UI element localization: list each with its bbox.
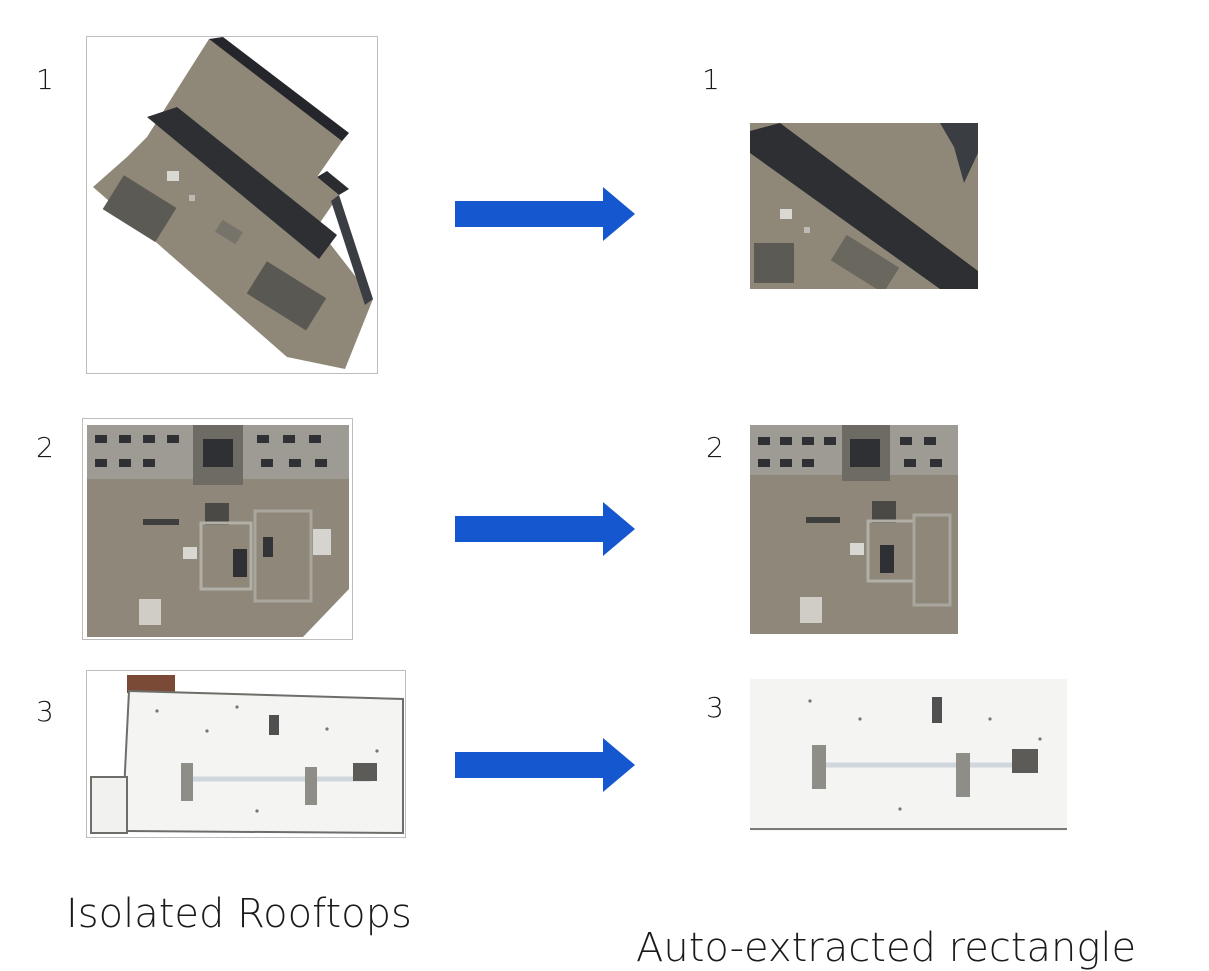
row-number-3: 3 [36,695,54,728]
isolated-rooftop-1-frame [86,36,378,374]
rooftop-1-dark-band [147,107,337,259]
isolated-rooftop-3-frame [86,670,406,838]
result-number-3: 3 [706,691,724,724]
extracted-1-dark-band [750,123,978,289]
row-number-1: 1 [36,63,54,96]
caption-isolated-rooftops: Isolated Rooftops [66,891,412,937]
rooftop-3-surface [121,689,404,835]
result-number-2: 2 [706,431,724,464]
arrow-icon-1 [455,187,635,241]
arrow-icon-2 [455,502,635,556]
isolated-rooftop-2-frame [82,418,353,640]
row-number-2: 2 [36,431,54,464]
rooftop-1-parapet [209,37,349,141]
extracted-rectangle-1-image [750,123,978,289]
caption-auto-extracted-rectangle: Auto-extracted rectangle [636,925,1137,971]
extracted-rectangle-3-image [750,679,1067,831]
isolated-rooftop-3-image [90,675,404,835]
result-number-1: 1 [702,63,720,96]
arrow-icon-3 [455,738,635,792]
isolated-rooftop-1-image [93,37,373,369]
isolated-rooftop-2-image [87,425,349,637]
extracted-rectangle-2-image [750,425,958,634]
